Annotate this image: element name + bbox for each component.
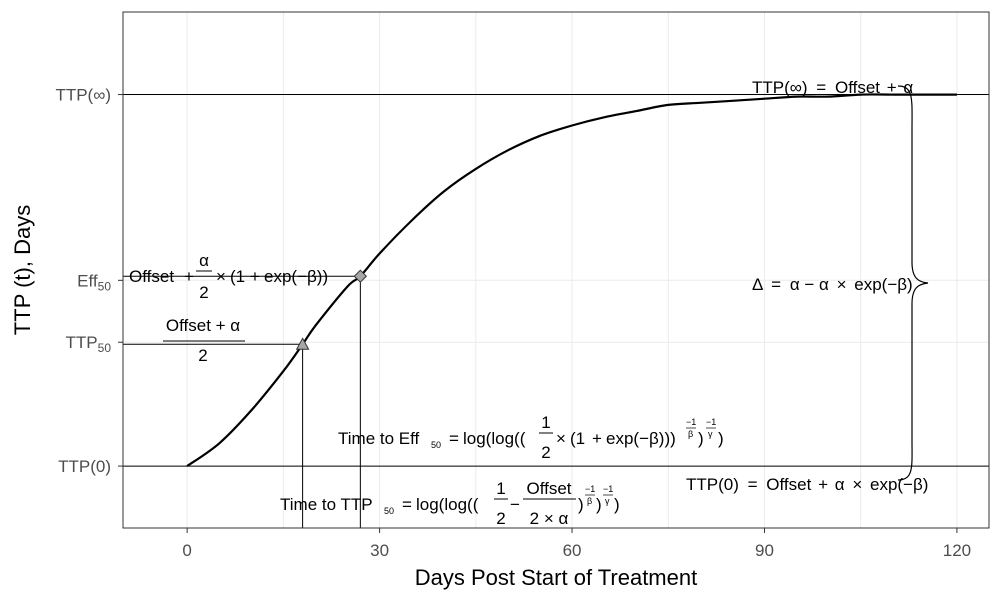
annotation-time-ttp50: Time to TTP 50 = log(log(( 1 2 − Offset … [280, 479, 620, 528]
x-tick-label: 120 [943, 541, 971, 560]
time-ttp-a: Time to TTP [280, 495, 373, 514]
svg-text:TTP(∞) = Offset: TTP(∞) = Offset + α [752, 78, 913, 97]
time-eff-i: ) [718, 429, 724, 448]
time-ttp-b: = [402, 495, 412, 514]
ttp50-num: Offset + α [166, 316, 240, 335]
time-ttp-num1: 1 [496, 479, 505, 498]
eff50-e: + [250, 267, 260, 286]
svg-text:TTP(0) = Offset: TTP(0) = Offset + α × exp(−β) [686, 475, 928, 494]
time-eff-num: 1 [541, 413, 550, 432]
time-ttp-num2: Offset [526, 479, 571, 498]
annotation-ttp-inf: TTP(∞) = Offset + α [752, 78, 913, 97]
eff50-d: (1 [230, 267, 245, 286]
ttp0-a: TTP(0) [686, 475, 739, 494]
time-eff-d: × [556, 429, 566, 448]
annotation-eff50: Offset + α 2 × (1 + exp(−β)) [129, 251, 328, 302]
time-eff-sup1: −1 [686, 417, 696, 427]
eff50-num: α [199, 251, 209, 270]
time-eff-sup1den: β [688, 429, 693, 439]
time-eff-c: log(log(( [463, 429, 526, 448]
x-tick-label: 30 [370, 541, 389, 560]
y-tick-label: TTP(∞) [55, 86, 111, 105]
ttp-inf-d: + [887, 78, 897, 97]
x-axis: 0 30 60 90 120 [182, 528, 971, 560]
x-axis-title: Days Post Start of Treatment [415, 565, 697, 590]
eff50-den: 2 [199, 283, 208, 302]
time-eff-f: + [592, 429, 602, 448]
x-tick-label: 90 [755, 541, 774, 560]
time-eff-den: 2 [541, 443, 550, 462]
ttp50-den: 2 [198, 346, 207, 365]
ttp0-d: + [818, 475, 828, 494]
time-eff-sup2den: γ [708, 429, 713, 439]
y-tick-label: TTP(0) [58, 457, 111, 476]
marker-triangle [295, 337, 310, 350]
time-ttp-den1: 2 [496, 509, 505, 528]
time-eff-b: = [449, 429, 459, 448]
time-ttp-sup2: −1 [603, 484, 613, 494]
ttp-inf-a: TTP(∞) [752, 78, 808, 97]
eff50-c: × [216, 267, 226, 286]
delta-d: × [837, 275, 847, 294]
time-eff-e: (1 [570, 429, 585, 448]
markers-group [295, 269, 368, 350]
time-ttp-sup1: −1 [585, 484, 595, 494]
ttp0-b: = [748, 475, 758, 494]
marker-diamond [353, 269, 368, 283]
x-tick-label: 0 [182, 541, 191, 560]
annotation-time-eff50: Time to Eff 50 = log(log(( 1 2 × (1 + ex… [338, 413, 724, 462]
time-ttp-g: ) [614, 495, 620, 514]
y-tick-label: TTP50 [66, 333, 112, 355]
ttp-inf-b: = [816, 78, 826, 97]
ttp0-c: Offset [766, 475, 811, 494]
time-eff-h: ) [698, 429, 704, 448]
time-ttp-c: log(log(( [416, 495, 479, 514]
annotation-ttp50-fraction: Offset + α 2 [163, 316, 245, 365]
time-ttp-sup2den: γ [605, 496, 610, 506]
delta-brace [897, 85, 929, 481]
eff50-a: Offset [129, 267, 174, 286]
annotation-delta: Δ = α − α × exp(−β) [752, 275, 913, 294]
time-eff-a: Time to Eff [338, 429, 420, 448]
series-line-0 [186, 93, 957, 467]
annotation-ttp0: TTP(0) = Offset + α × exp(−β) [686, 475, 928, 494]
ttp0-e: α [835, 475, 845, 494]
ttp0-g: exp(−β) [870, 475, 928, 494]
y-tick-label: Eff50 [77, 271, 111, 293]
time-ttp-den2: 2 × α [530, 509, 569, 528]
delta-c: α − α [790, 275, 829, 294]
x-tick-label: 60 [563, 541, 582, 560]
svg-text:Δ = α − α ×: Δ = α − α × exp(−β) [752, 275, 913, 294]
eff50-b: + [184, 267, 194, 286]
ttp0-f: × [852, 475, 862, 494]
delta-b: = [771, 275, 781, 294]
plot-panel-border [122, 11, 990, 529]
time-eff-sub: 50 [431, 440, 441, 450]
delta-e: exp(−β) [854, 275, 912, 294]
time-ttp-sub: 50 [384, 506, 394, 516]
time-ttp-f: ) [596, 495, 602, 514]
series-group [186, 93, 957, 467]
time-ttp-sup1den: β [587, 496, 592, 506]
eff50-f: exp(−β)) [264, 267, 328, 286]
y-axis: TTP(0) TTP50 Eff50 TTP(∞) [55, 86, 123, 476]
y-axis-title: TTP (t), Days [10, 205, 35, 335]
time-ttp-e: ) [578, 495, 584, 514]
ttp-inf-c: Offset [835, 78, 880, 97]
delta-a: Δ [752, 275, 763, 294]
time-ttp-d: − [510, 495, 520, 514]
ttp-inf-e: α [903, 78, 913, 97]
time-eff-sup2: −1 [706, 417, 716, 427]
time-eff-g: exp(−β))) [606, 429, 676, 448]
